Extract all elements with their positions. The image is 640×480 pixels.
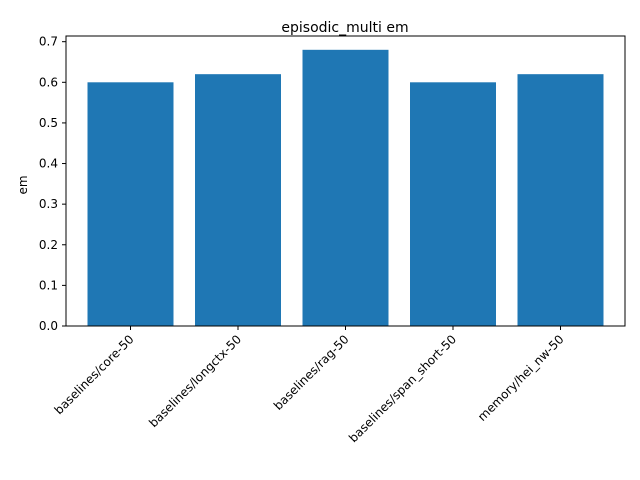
x-tick-label-0: baselines/core-50 [52,332,137,417]
y-tick-label-7: 0.7 [39,35,58,49]
plot-frame [65,35,626,327]
bar-2 [302,49,389,327]
x-tick-label-2: baselines/rag-50 [271,332,352,413]
x-tick-label-1: baselines/longctx-50 [146,332,244,430]
x-tick-label-3: baselines/span_short-50 [346,332,459,445]
y-tick-label-5: 0.5 [39,116,58,130]
bar-4 [517,74,604,327]
x-tick-label-4: memory/hei_nw-50 [475,332,567,424]
y-tick-label-1: 0.1 [39,278,58,292]
y-tick-label-2: 0.2 [39,238,58,252]
y-tick-label-0: 0.0 [39,319,58,333]
bars-layer [87,49,604,327]
y-axis-label: em [16,175,30,194]
bar-0 [87,82,174,326]
y-tick-label-3: 0.3 [39,197,58,211]
bar-1 [195,74,281,327]
chart-title: episodic_multi em [281,20,408,36]
y-tick-label-4: 0.4 [39,157,58,171]
bar-3 [410,82,496,326]
x-axis: baselines/core-50 baselines/longctx-50 bas… [52,326,567,445]
y-axis: 0.0 0.1 0.2 0.3 0.4 0.5 0.6 0.7 [39,35,66,333]
y-tick-label-6: 0.6 [39,75,58,89]
